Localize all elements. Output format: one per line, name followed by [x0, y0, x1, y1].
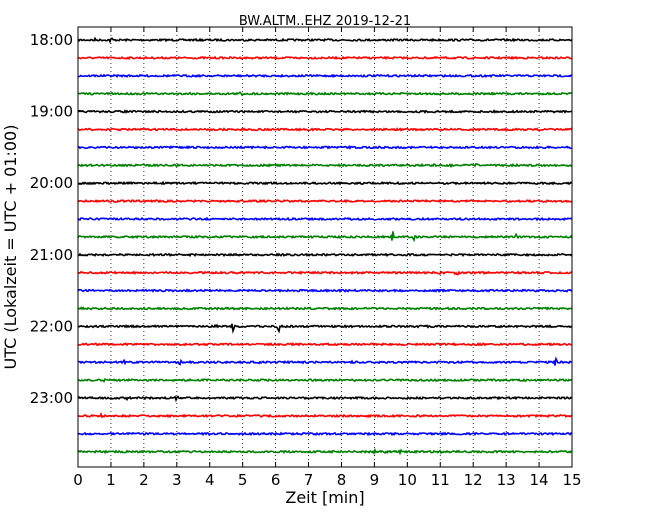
- chart-title: BW.ALTM..EHZ 2019-12-21: [239, 14, 411, 29]
- x-tick-label: 15: [562, 471, 581, 489]
- trace-line: [77, 162, 573, 169]
- trace-line: [77, 356, 573, 366]
- x-tick-label: 7: [304, 471, 314, 489]
- y-tick-label: 21:00: [30, 246, 73, 264]
- x-tick-label: 5: [238, 471, 248, 489]
- x-tick-label: 11: [431, 471, 450, 489]
- x-tick-label: 14: [530, 471, 549, 489]
- trace-line: [77, 323, 573, 334]
- x-tick-label: 9: [370, 471, 380, 489]
- trace-line: [77, 198, 573, 204]
- trace-line: [77, 270, 573, 276]
- trace-line: [77, 180, 573, 186]
- plot-frame: [77, 26, 573, 468]
- trace-line: [77, 431, 573, 437]
- y-tick-label: 22:00: [30, 317, 73, 335]
- x-axis-label: Zeit [min]: [285, 488, 364, 507]
- x-tick-label: 2: [139, 471, 149, 489]
- trace-line: [77, 36, 573, 44]
- trace-line: [77, 145, 573, 150]
- trace-line: [77, 109, 573, 114]
- x-tick-label: 1: [106, 471, 116, 489]
- trace-line: [77, 252, 573, 258]
- x-tick-label: 4: [205, 471, 215, 489]
- trace-line: [77, 411, 573, 419]
- trace-line: [77, 377, 573, 383]
- trace-line: [77, 73, 573, 79]
- y-tick-label: 18:00: [30, 31, 73, 49]
- grid-lines: [110, 27, 540, 467]
- trace-line: [77, 216, 573, 222]
- trace-line: [77, 288, 573, 293]
- trace-line: [77, 447, 573, 456]
- y-tick-label: 23:00: [30, 389, 73, 407]
- y-axis-ticks: 18:00 19:00 20:00 21:00 22:00 23:00: [30, 31, 572, 407]
- y-axis-label: UTC (Lokalzeit = UTC + 01:00): [1, 125, 20, 370]
- trace-line: [77, 395, 573, 403]
- x-axis-ticks: 0 1 2 3 4 5 6 7 8 9 10 11 12 13 14 15: [73, 27, 582, 489]
- x-tick-label: 13: [497, 471, 516, 489]
- trace-line: [77, 306, 573, 311]
- x-tick-label: 12: [464, 471, 483, 489]
- y-tick-label: 20:00: [30, 174, 73, 192]
- trace-line: [77, 231, 573, 243]
- x-tick-label: 3: [172, 471, 182, 489]
- trace-line: [77, 55, 573, 61]
- trace-line: [77, 127, 573, 132]
- x-tick-label: 10: [398, 471, 417, 489]
- x-tick-label: 0: [73, 471, 83, 489]
- trace-lines: [77, 36, 573, 456]
- trace-line: [77, 341, 573, 347]
- x-tick-label: 8: [337, 471, 347, 489]
- y-tick-label: 19:00: [30, 103, 73, 121]
- x-tick-label: 6: [271, 471, 281, 489]
- trace-line: [77, 91, 573, 97]
